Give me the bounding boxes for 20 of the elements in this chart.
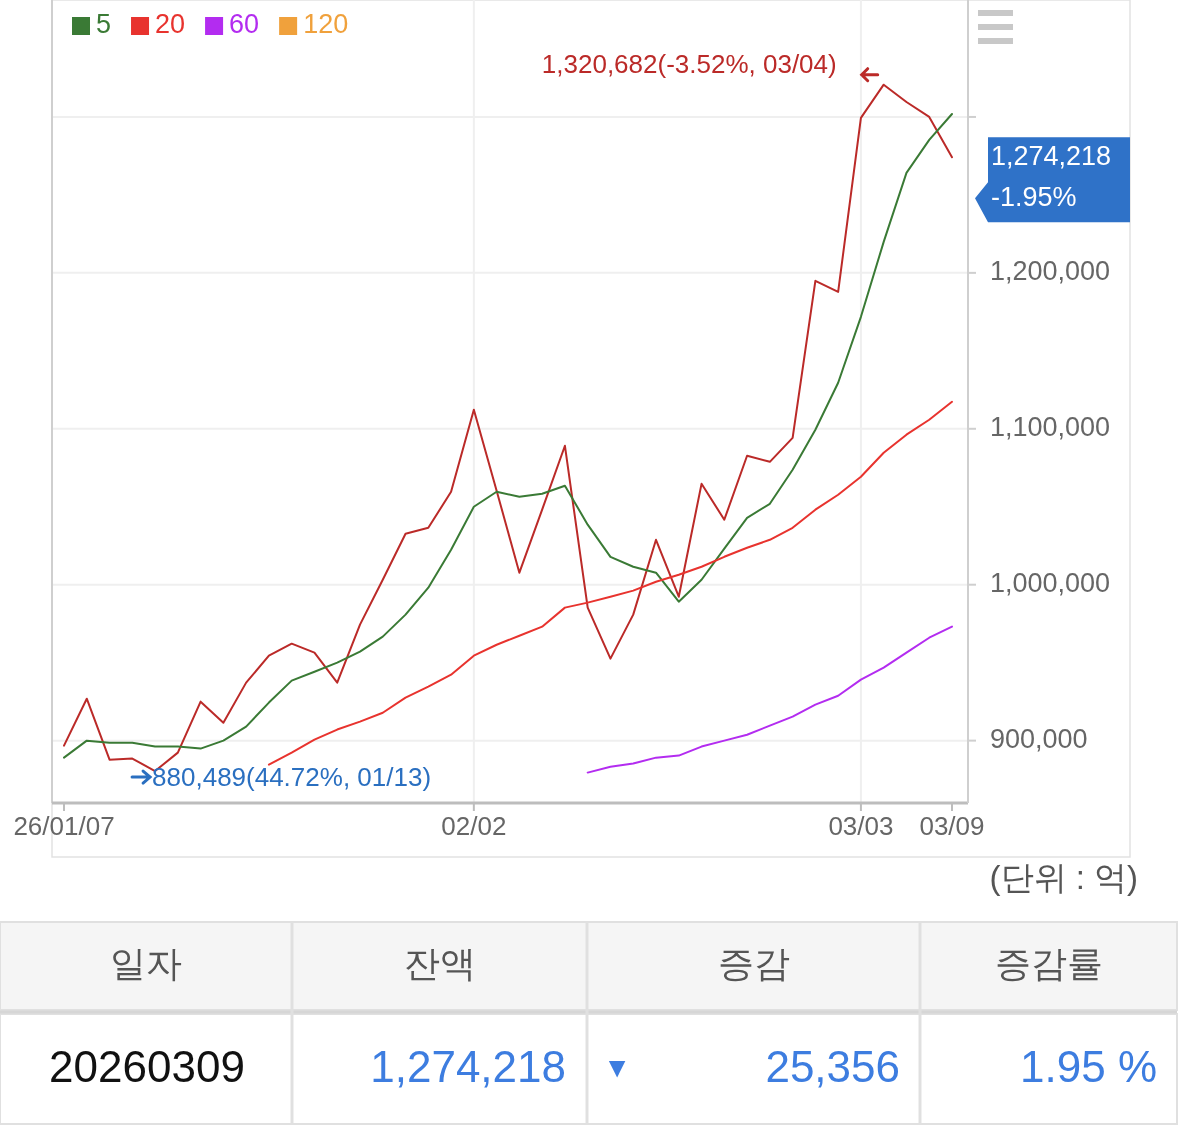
x-tick-label: 02/02 [441,810,507,841]
x-tick-label: 26/01/07 [13,810,115,841]
annotation: 1,320,682(-3.52%, 03/04) [541,48,837,79]
y-tick-label: 1,000,000 [990,567,1111,598]
x-tick-label: 03/09 [919,810,985,841]
legend-label: 20 [155,9,186,40]
text: 1,274,218 [991,141,1112,172]
line-series [267,400,953,766]
x-tick-label: 03/03 [828,810,894,841]
y-tick-label: 1,100,000 [990,411,1111,442]
line-series [586,625,953,774]
text: -1.95% [991,182,1077,213]
legend-label: 120 [303,9,349,40]
annotation: 880,489(44.72%, 01/13) [152,762,432,793]
legend-label: 60 [229,9,260,40]
y-tick-label: 900,000 [990,723,1088,754]
text: (단위 : 억) [989,858,1138,896]
table: 일자 잔액 증감 증감률 20260309 1,274,218 ▼ 25,356 1.95 % [0,921,1178,1125]
y-tick-label: 1,200,000 [990,255,1111,286]
legend-label: 5 [96,9,112,40]
